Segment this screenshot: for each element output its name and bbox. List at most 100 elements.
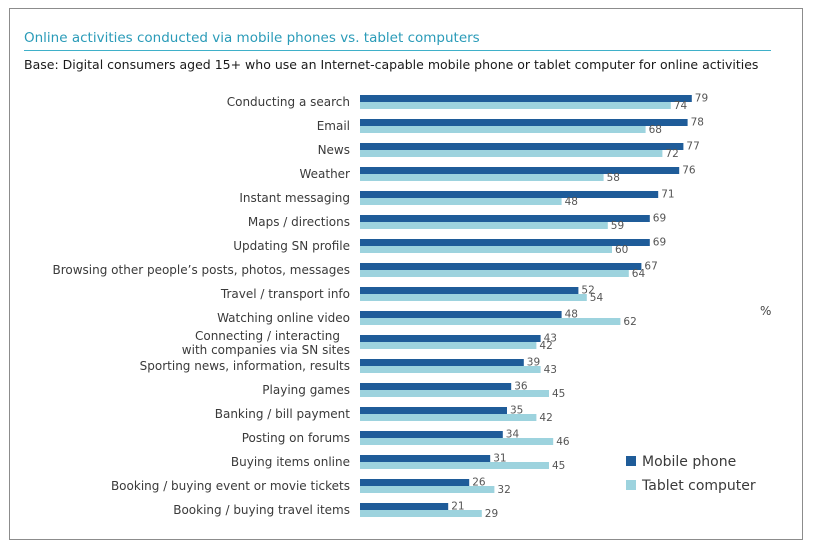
category-label: Posting on forums bbox=[242, 431, 350, 445]
category-label: Banking / bill payment bbox=[215, 407, 351, 421]
bar-tablet-computer bbox=[360, 390, 549, 397]
bar-tablet-computer bbox=[360, 318, 621, 325]
value-label-mobile-phone: 69 bbox=[653, 213, 666, 225]
bar-mobile-phone bbox=[360, 479, 470, 486]
category-label: Buying items online bbox=[231, 455, 350, 469]
bar-tablet-computer bbox=[360, 486, 495, 493]
bar-mobile-phone bbox=[360, 359, 524, 366]
value-label-tablet-computer: 42 bbox=[539, 340, 552, 352]
bar-tablet-computer bbox=[360, 294, 587, 301]
bar-tablet-computer bbox=[360, 414, 537, 421]
value-label-mobile-phone: 36 bbox=[514, 381, 528, 393]
category-label: Travel / transport info bbox=[220, 287, 350, 301]
category-label: Instant messaging bbox=[239, 191, 350, 205]
bar-mobile-phone bbox=[360, 167, 680, 174]
chart-subtitle: Base: Digital consumers aged 15+ who use… bbox=[24, 57, 759, 72]
category-label: Sporting news, information, results bbox=[140, 359, 350, 373]
bar-mobile-phone bbox=[360, 239, 650, 246]
bar-mobile-phone bbox=[360, 191, 659, 198]
value-label-mobile-phone: 34 bbox=[506, 429, 520, 441]
value-label-mobile-phone: 67 bbox=[644, 261, 657, 273]
value-label-tablet-computer: 48 bbox=[565, 196, 578, 208]
value-label-mobile-phone: 69 bbox=[653, 237, 666, 249]
bar-mobile-phone bbox=[360, 407, 507, 414]
value-label-tablet-computer: 64 bbox=[632, 268, 646, 280]
bar-mobile-phone bbox=[360, 119, 688, 126]
category-label: News bbox=[318, 143, 350, 157]
unit-label: % bbox=[760, 304, 771, 318]
value-label-mobile-phone: 71 bbox=[661, 189, 674, 201]
value-label-tablet-computer: 60 bbox=[615, 244, 628, 256]
legend-swatch bbox=[626, 456, 636, 466]
value-label-mobile-phone: 79 bbox=[695, 93, 708, 105]
bar-tablet-computer bbox=[360, 438, 554, 445]
bar-tablet-computer bbox=[360, 510, 482, 517]
value-label-tablet-computer: 74 bbox=[674, 100, 688, 112]
value-label-tablet-computer: 68 bbox=[649, 124, 662, 136]
value-label-mobile-phone: 78 bbox=[691, 117, 704, 129]
value-label-mobile-phone: 76 bbox=[682, 165, 696, 177]
value-label-mobile-phone: 77 bbox=[686, 141, 699, 153]
value-label-tablet-computer: 59 bbox=[611, 220, 624, 232]
bar-tablet-computer bbox=[360, 342, 537, 349]
bar-tablet-computer bbox=[360, 150, 663, 157]
bar-tablet-computer bbox=[360, 246, 612, 253]
category-label: Maps / directions bbox=[248, 215, 350, 229]
value-label-tablet-computer: 45 bbox=[552, 388, 565, 400]
category-label: Watching online video bbox=[217, 311, 350, 325]
category-label: Browsing other people’s posts, photos, m… bbox=[53, 263, 351, 277]
bar-mobile-phone bbox=[360, 311, 562, 318]
bar-mobile-phone bbox=[360, 383, 512, 390]
bar-mobile-phone bbox=[360, 503, 449, 510]
value-label-mobile-phone: 39 bbox=[527, 357, 540, 369]
value-label-mobile-phone: 43 bbox=[544, 333, 557, 345]
value-label-tablet-computer: 62 bbox=[623, 316, 636, 328]
bar-tablet-computer bbox=[360, 462, 549, 469]
chart-title: Online activities conducted via mobile p… bbox=[24, 30, 480, 46]
value-label-mobile-phone: 52 bbox=[581, 285, 594, 297]
value-label-mobile-phone: 48 bbox=[565, 309, 578, 321]
value-label-tablet-computer: 54 bbox=[590, 292, 604, 304]
value-label-tablet-computer: 72 bbox=[665, 148, 678, 160]
value-label-tablet-computer: 42 bbox=[539, 412, 552, 424]
category-label: Booking / buying travel items bbox=[173, 503, 350, 517]
bar-mobile-phone bbox=[360, 455, 491, 462]
legend-label: Tablet computer bbox=[641, 478, 756, 494]
bar-tablet-computer bbox=[360, 366, 541, 373]
bar-mobile-phone bbox=[360, 431, 503, 438]
category-label: Playing games bbox=[262, 383, 350, 397]
legend-swatch bbox=[626, 480, 636, 490]
bar-tablet-computer bbox=[360, 102, 671, 109]
value-label-tablet-computer: 46 bbox=[556, 436, 570, 448]
value-label-tablet-computer: 29 bbox=[485, 508, 498, 520]
category-label: Updating SN profile bbox=[233, 239, 350, 253]
category-label: Email bbox=[317, 119, 350, 133]
bar-tablet-computer bbox=[360, 126, 646, 133]
value-label-mobile-phone: 35 bbox=[510, 405, 523, 417]
value-label-mobile-phone: 21 bbox=[451, 501, 464, 513]
bar-mobile-phone bbox=[360, 95, 692, 102]
category-label: with companies via SN sites bbox=[182, 343, 350, 357]
category-label: Connecting / interacting bbox=[195, 329, 340, 343]
value-label-mobile-phone: 31 bbox=[493, 453, 506, 465]
category-label: Conducting a search bbox=[227, 95, 350, 109]
bar-mobile-phone bbox=[360, 287, 579, 294]
bar-tablet-computer bbox=[360, 270, 629, 277]
title-divider bbox=[24, 50, 771, 51]
category-label: Booking / buying event or movie tickets bbox=[111, 479, 350, 493]
value-label-tablet-computer: 45 bbox=[552, 460, 565, 472]
bar-mobile-phone bbox=[360, 263, 642, 270]
value-label-tablet-computer: 43 bbox=[544, 364, 557, 376]
value-label-tablet-computer: 58 bbox=[607, 172, 620, 184]
bar-mobile-phone bbox=[360, 215, 650, 222]
value-label-tablet-computer: 32 bbox=[497, 484, 510, 496]
bar-mobile-phone bbox=[360, 335, 541, 342]
bar-tablet-computer bbox=[360, 222, 608, 229]
bar-tablet-computer bbox=[360, 198, 562, 205]
value-label-mobile-phone: 26 bbox=[472, 477, 486, 489]
bar-tablet-computer bbox=[360, 174, 604, 181]
legend-label: Mobile phone bbox=[642, 454, 736, 470]
bar-mobile-phone bbox=[360, 143, 684, 150]
category-label: Weather bbox=[299, 167, 350, 181]
